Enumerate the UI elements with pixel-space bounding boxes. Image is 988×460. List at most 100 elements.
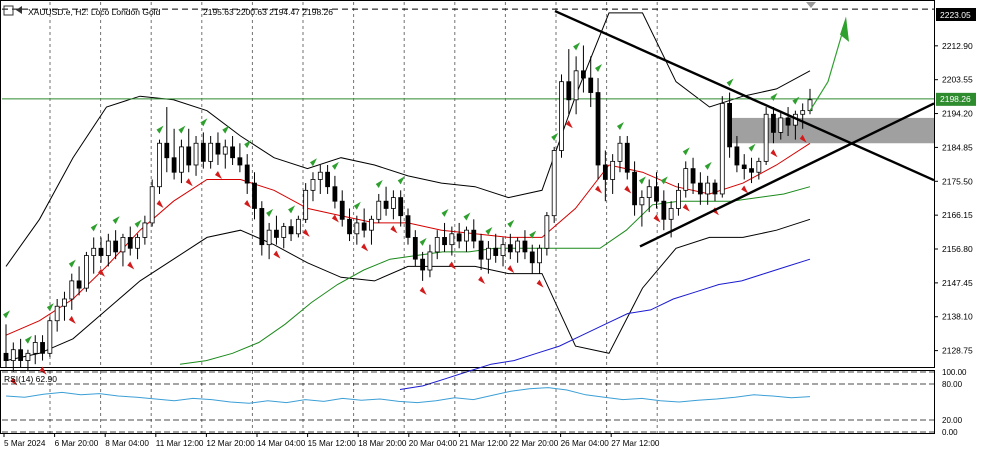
sell-signal-arrow-icon <box>419 286 427 295</box>
time-axis-label: 27 Mar 12:00 <box>611 439 660 448</box>
rsi-axis-label: 0.00 <box>942 428 958 437</box>
candle-body <box>252 182 257 209</box>
candle-body <box>32 342 38 354</box>
candle-body <box>18 349 24 361</box>
projection-arrow-line[interactable] <box>809 19 847 111</box>
buy-signal-arrow-icon <box>90 223 98 232</box>
candle-body <box>529 251 535 264</box>
buy-signal-arrow-icon <box>573 42 581 51</box>
candle-body <box>705 182 711 195</box>
buy-signal-arrow-icon <box>112 216 120 225</box>
price-axis-label: 2194.20 <box>942 109 973 119</box>
candle-body <box>222 146 228 155</box>
indicator-lines <box>5 12 811 390</box>
rsi-indicator-label: RSI(14) 62.90 <box>4 374 57 384</box>
buy-signal-arrow-icon <box>419 237 427 246</box>
candle-body <box>610 160 616 180</box>
candle-body <box>149 186 155 224</box>
candle-body <box>763 113 769 162</box>
candle-body <box>135 237 140 249</box>
buy-signal-arrow-icon <box>792 96 800 105</box>
candle-body <box>456 233 462 242</box>
chart-shift-marker-icon[interactable] <box>806 2 816 8</box>
candle-body <box>113 240 119 253</box>
buy-signal-arrow-icon <box>638 176 646 185</box>
candle-body <box>259 208 265 246</box>
candle-body <box>215 142 221 155</box>
buy-signal-arrow-icon <box>200 118 208 127</box>
candle-body <box>369 218 374 231</box>
buy-signal-arrow-icon <box>24 335 32 344</box>
candle-body <box>47 320 53 354</box>
candle-body <box>522 240 528 253</box>
buy-signal-arrow-icon <box>748 143 756 152</box>
buy-signal-arrow-icon <box>485 227 493 236</box>
price-axis-label: 2156.80 <box>942 244 973 254</box>
candle-body <box>325 171 331 188</box>
sell-signal-arrow-icon <box>244 199 252 208</box>
candle-body <box>98 247 104 256</box>
candle-body <box>405 215 411 238</box>
sell-signal-arrow-icon <box>595 185 603 194</box>
sell-signal-arrow-icon <box>770 149 778 158</box>
time-axis-label: 21 Mar 12:00 <box>459 439 508 448</box>
candle-body <box>347 218 352 235</box>
candle-body <box>230 146 235 159</box>
candle-body <box>237 157 243 166</box>
descending-trendline[interactable] <box>554 9 935 182</box>
price-axis-label: 2166.15 <box>942 210 973 220</box>
candle-body <box>507 244 513 253</box>
candle-body <box>200 142 206 162</box>
candle-body <box>434 237 440 253</box>
buy-signal-arrow-icon <box>178 125 186 134</box>
sell-signal-arrow-icon <box>682 203 690 212</box>
time-axis-label: 11 Mar 12:00 <box>156 439 204 448</box>
buy-signal-arrow-icon <box>288 205 296 214</box>
candle-body <box>317 171 323 180</box>
candle-body <box>697 182 703 195</box>
candle-body <box>515 240 521 253</box>
time-axis-label: 20 Mar 04:00 <box>409 439 458 448</box>
time-axis-label: 22 Mar 20:00 <box>510 439 559 448</box>
sell-signal-arrow-icon <box>711 207 719 216</box>
candle-body <box>464 229 469 242</box>
rsi-line <box>5 387 811 404</box>
price-axis-label: 2175.50 <box>942 176 973 186</box>
time-axis-label: 12 Mar 20:00 <box>206 439 255 448</box>
ascending-trendline[interactable] <box>639 102 935 248</box>
supply-zone-box[interactable] <box>730 117 934 144</box>
candle-body <box>566 81 572 101</box>
sell-signal-arrow-icon <box>536 279 544 288</box>
candle-body <box>179 146 184 173</box>
candle-body <box>573 70 579 101</box>
trendlines[interactable] <box>554 9 935 248</box>
candle-body <box>171 157 177 173</box>
rsi-series-line <box>5 387 811 404</box>
time-axis-label: 5 Mar 2024 <box>4 439 46 448</box>
candle-body <box>442 237 447 246</box>
rsi-axis: 100.00 80.00 20.00 0.00 <box>2 368 967 437</box>
candle-body <box>493 247 499 256</box>
candle-body <box>142 222 148 238</box>
candle-body <box>602 164 608 180</box>
candle-body <box>295 218 301 235</box>
header-symbol-title: XAUUSD.e, H2: Loco London Gold <box>28 7 161 17</box>
moving-average-mid <box>179 186 811 365</box>
buy-signal-arrow-icon <box>68 259 76 268</box>
buy-signal-arrow-icon <box>770 93 778 102</box>
candle-body <box>288 226 294 235</box>
sell-signal-arrow-icon <box>361 243 369 252</box>
moving-average-slow <box>399 258 811 390</box>
time-axis-label: 8 Mar 04:00 <box>105 439 149 448</box>
candle-body <box>727 103 732 148</box>
candle-body <box>500 244 506 256</box>
sell-signal-arrow-icon <box>10 377 18 386</box>
candle-body <box>676 189 681 209</box>
candle-body <box>785 117 791 126</box>
candle-body <box>588 77 594 93</box>
candle-body <box>661 200 667 220</box>
header-icon-box[interactable] <box>3 5 14 16</box>
candle-body <box>91 247 97 256</box>
